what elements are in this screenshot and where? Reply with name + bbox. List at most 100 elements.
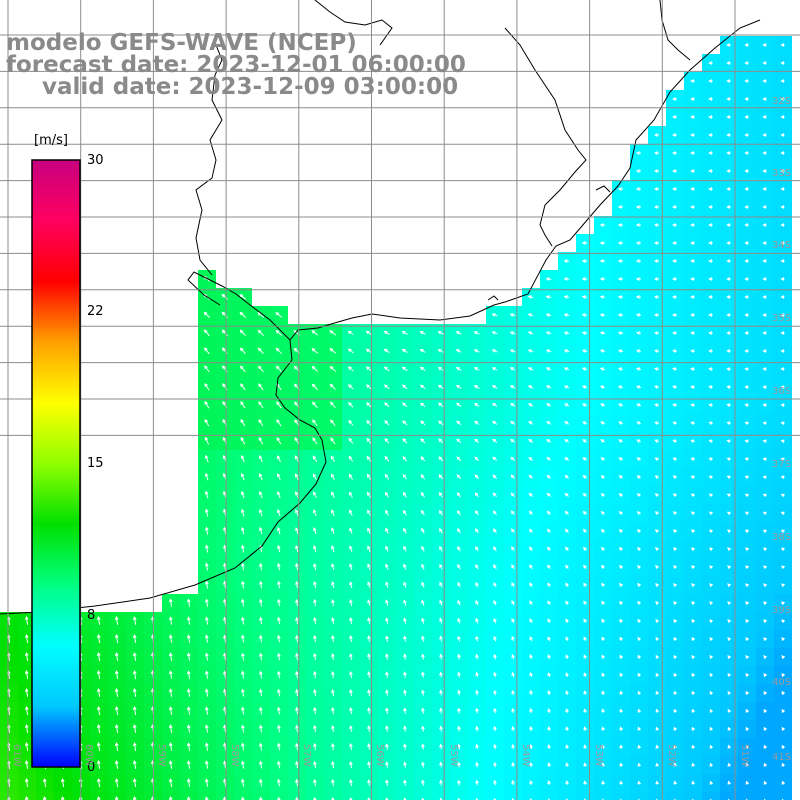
wind-vector-arrow [276,455,281,463]
wind-vector-arrow [132,616,137,625]
lat-label: 36S [772,386,792,397]
wind-vector-arrow [545,385,552,389]
wind-vector-arrow [421,743,425,750]
wind-vector-arrow [474,402,480,407]
wind-vector-arrow [709,762,714,767]
wind-vector-arrow [780,295,785,299]
wind-vector-arrow [583,564,587,569]
wind-vector-arrow [475,599,479,606]
wind-vector-arrow [618,511,623,515]
wind-vector-arrow [763,690,768,695]
wind-vector-arrow [690,493,695,497]
wind-vector-arrow [654,475,659,479]
wind-vector-arrow [295,778,299,787]
wind-vector-arrow [599,295,606,299]
wind-vector-arrow [313,652,317,661]
wind-vector-arrow [547,564,551,570]
wind-vector-arrow [367,563,371,570]
wind-vector-arrow [331,724,335,733]
wind-vector-arrow [744,385,749,389]
wind-vector-arrow [583,690,587,695]
wind-vector-arrow [240,454,245,463]
wind-vector-arrow [492,402,498,407]
wind-vector-arrow [474,438,480,444]
wind-vector-arrow [491,349,498,353]
wind-vector-arrow [493,653,497,660]
wind-vector-arrow [96,760,101,770]
wind-vector-arrow [529,725,533,732]
wind-vector-arrow [583,654,587,659]
wind-vector-arrow [457,527,461,534]
wind-vector-arrow [708,61,713,65]
wind-vector-arrow [546,403,552,407]
wind-vector-arrow [763,762,768,767]
wind-vector-arrow [672,511,677,515]
wind-vector-arrow [654,493,659,497]
wind-vector-arrow [295,598,299,607]
wind-vector-arrow [204,347,210,355]
wind-vector-arrow [618,493,623,497]
wind-vector-arrow [294,527,299,535]
wind-speed-cell [324,792,342,800]
wind-vector-arrow [708,457,713,462]
wind-vector-arrow [348,419,354,426]
wind-vector-arrow [745,726,750,731]
wind-vector-arrow [421,779,425,786]
wind-vector-arrow [349,725,353,733]
wind-vector-arrow [313,724,317,733]
wind-vector-arrow [349,761,353,769]
wind-vector-arrow [529,618,533,624]
wind-vector-arrow [439,779,443,786]
wind-vector-arrow [475,779,479,786]
wind-vector-arrow [654,403,660,407]
wind-vector-arrow [240,724,245,733]
wind-vector-arrow [565,546,569,551]
wind-vector-arrow [421,563,425,570]
wind-vector-arrow [385,599,389,606]
wind-vector-arrow [473,367,480,371]
wind-vector-arrow [385,779,389,786]
wind-vector-arrow [637,744,642,749]
wind-vector-arrow [421,617,425,624]
wind-vector-arrow [618,385,624,389]
wind-vector-arrow [601,582,605,587]
wind-vector-arrow [457,743,461,750]
wind-vector-arrow [655,618,659,623]
wind-vector-arrow [581,385,588,389]
wind-speed-cell [450,792,468,800]
wind-vector-arrow [349,545,353,552]
wind-vector-arrow [294,437,300,445]
wind-vector-arrow [655,654,660,659]
wind-vector-arrow [457,635,461,642]
wind-vector-arrow [474,510,479,516]
wind-vector-arrow [457,779,461,786]
wind-vector-arrow [654,529,659,533]
wind-vector-arrow [277,598,281,607]
wind-vector-arrow [762,259,767,263]
wind-vector-arrow [367,761,371,768]
wind-vector-arrow [636,385,642,389]
wind-vector-arrow [349,491,353,498]
wind-vector-arrow [726,61,731,65]
wind-vector-arrow [599,241,606,245]
wind-vector-arrow [673,618,678,623]
wind-vector-arrow [493,725,497,732]
wind-vector-arrow [546,528,551,533]
wind-speed-cell [198,792,216,800]
wind-vector-arrow [601,636,605,641]
wind-vectors [6,43,786,800]
lat-label: 35S [772,313,792,324]
wind-vector-arrow [601,780,605,785]
wind-vector-arrow [673,762,678,767]
wind-vector-arrow [455,331,462,335]
wind-vector-arrow [60,796,65,800]
wind-speed-cell [756,792,774,800]
wind-vector-arrow [619,726,624,731]
wind-vector-arrow [655,690,660,695]
wind-vector-arrow [601,600,605,605]
wind-vector-arrow [168,706,173,715]
wind-vector-arrow [331,563,335,571]
wind-speed-cell [666,792,684,800]
wind-vector-arrow [295,724,299,733]
wind-vector-arrow [618,529,623,533]
